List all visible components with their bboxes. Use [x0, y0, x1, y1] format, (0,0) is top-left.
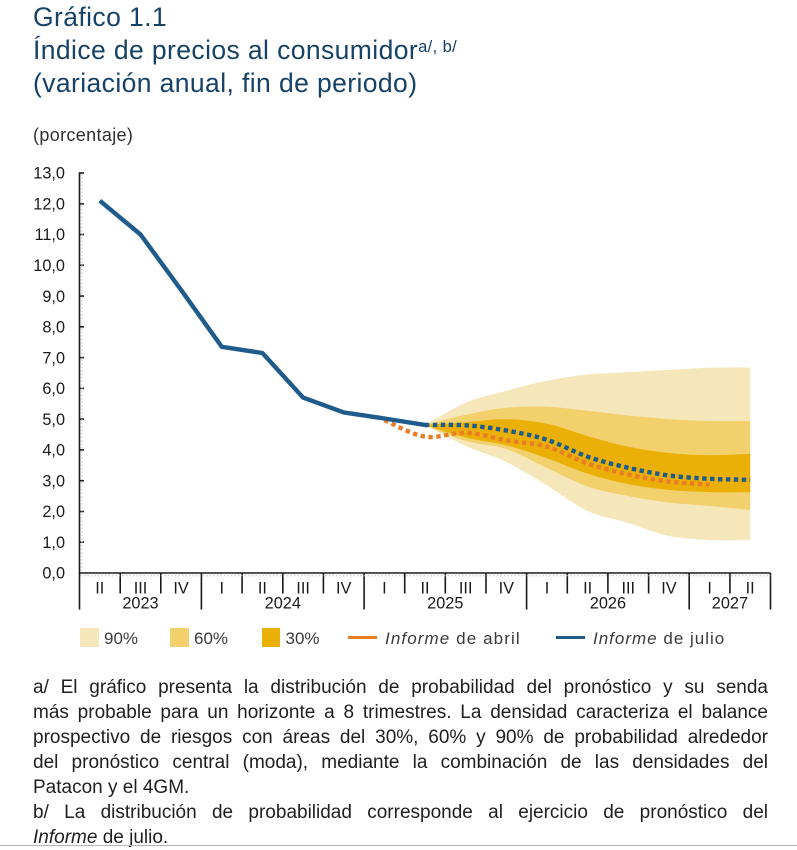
svg-text:8,0: 8,0	[42, 319, 65, 337]
svg-text:II: II	[95, 580, 104, 598]
svg-text:6,0: 6,0	[42, 380, 65, 398]
svg-text:1,0: 1,0	[42, 534, 65, 552]
svg-text:2023: 2023	[122, 595, 158, 613]
svg-text:III: III	[296, 580, 310, 598]
svg-text:IV: IV	[661, 580, 677, 598]
svg-text:IV: IV	[336, 580, 352, 598]
svg-text:I: I	[220, 580, 225, 598]
svg-text:II: II	[258, 580, 267, 598]
svg-text:12,0: 12,0	[33, 196, 65, 214]
svg-text:IV: IV	[173, 580, 189, 598]
svg-text:7,0: 7,0	[42, 349, 65, 367]
svg-text:II: II	[420, 580, 429, 598]
svg-text:I: I	[382, 580, 387, 598]
svg-text:2027: 2027	[712, 595, 748, 613]
svg-text:3,0: 3,0	[42, 472, 65, 490]
svg-text:10,0: 10,0	[33, 257, 65, 275]
svg-text:2024: 2024	[265, 595, 301, 613]
svg-text:III: III	[622, 580, 636, 598]
svg-text:0,0: 0,0	[42, 565, 65, 583]
svg-text:II: II	[583, 580, 592, 598]
svg-text:II: II	[746, 580, 755, 598]
svg-text:2025: 2025	[427, 595, 463, 613]
svg-text:2,0: 2,0	[42, 503, 65, 521]
svg-text:IV: IV	[499, 580, 515, 598]
svg-text:2026: 2026	[590, 595, 626, 613]
svg-text:13,0: 13,0	[33, 165, 65, 183]
svg-text:III: III	[459, 580, 473, 598]
svg-text:III: III	[134, 580, 148, 598]
svg-text:5,0: 5,0	[42, 411, 65, 429]
svg-text:I: I	[707, 580, 712, 598]
svg-text:11,0: 11,0	[35, 226, 65, 244]
svg-text:4,0: 4,0	[42, 442, 65, 460]
svg-text:I: I	[545, 580, 550, 598]
svg-text:9,0: 9,0	[42, 288, 65, 306]
